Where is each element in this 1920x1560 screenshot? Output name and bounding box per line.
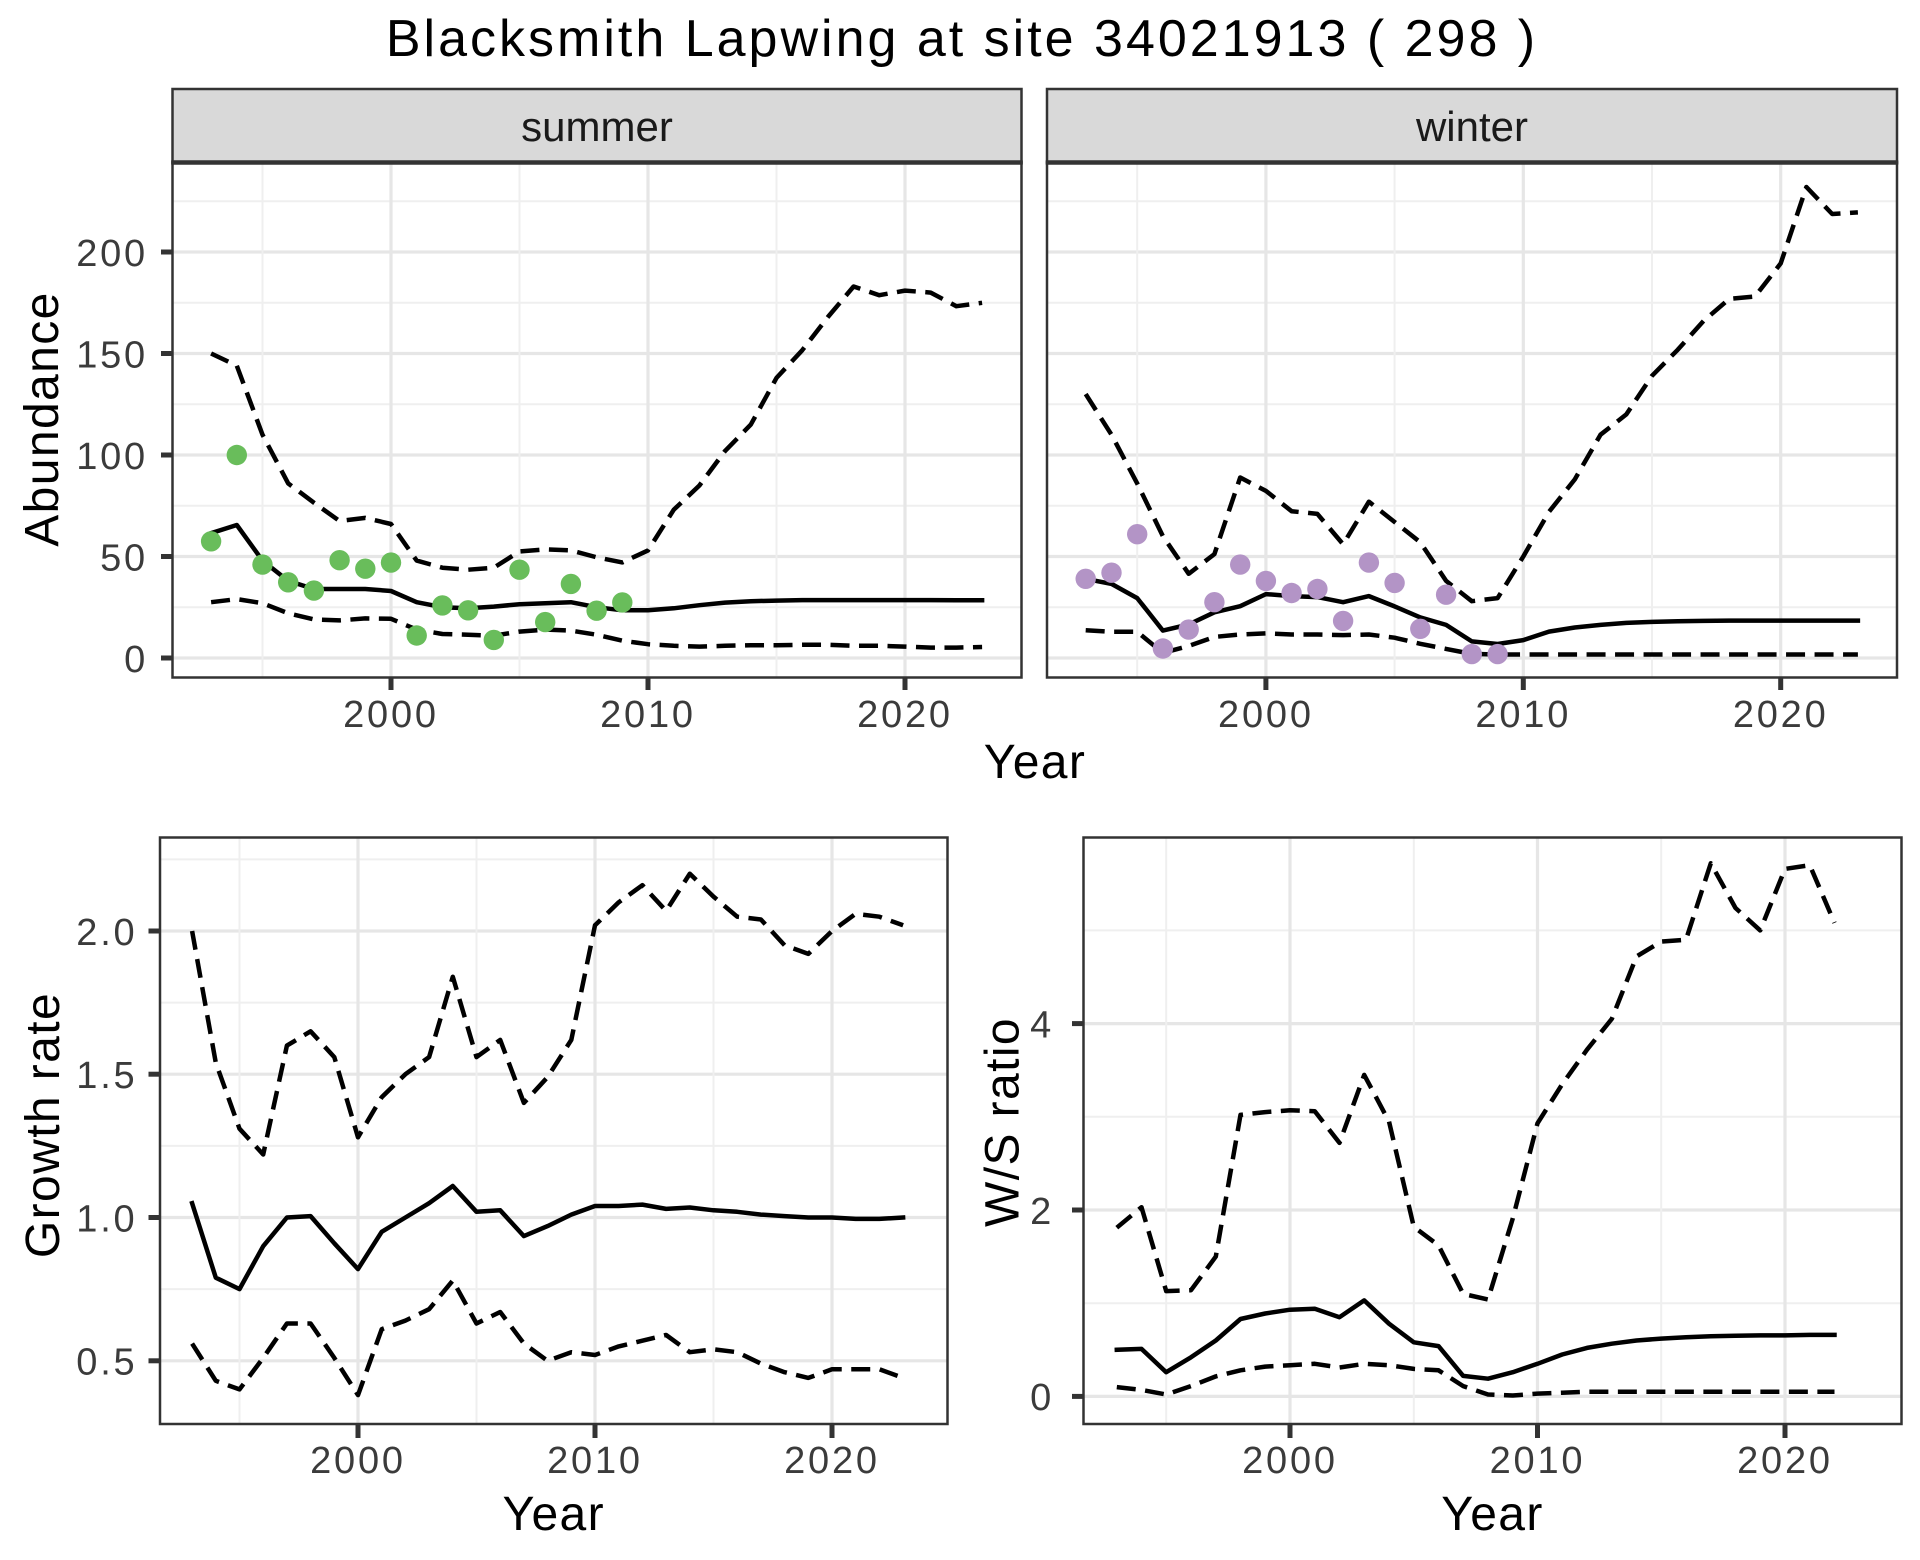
svg-text:2000: 2000 [310, 1440, 406, 1482]
svg-text:4: 4 [1030, 1004, 1054, 1046]
svg-text:0: 0 [1030, 1377, 1054, 1419]
svg-text:2020: 2020 [1733, 694, 1829, 736]
svg-text:Year: Year [984, 736, 1087, 789]
svg-text:Abundance: Abundance [16, 291, 69, 546]
svg-text:2020: 2020 [857, 694, 953, 736]
svg-text:Year: Year [1441, 1488, 1544, 1541]
svg-text:1.5: 1.5 [76, 1055, 137, 1097]
svg-text:winter: winter [1415, 103, 1528, 150]
svg-text:2010: 2010 [600, 694, 696, 736]
svg-text:2000: 2000 [343, 694, 439, 736]
svg-text:2010: 2010 [1475, 694, 1571, 736]
svg-text:Year: Year [502, 1488, 605, 1541]
svg-text:summer: summer [521, 103, 673, 150]
svg-text:2020: 2020 [1737, 1440, 1833, 1482]
svg-text:1.0: 1.0 [76, 1198, 137, 1240]
svg-text:Growth rate: Growth rate [17, 992, 70, 1258]
svg-text:0: 0 [124, 639, 148, 681]
svg-text:150: 150 [76, 334, 148, 376]
svg-text:W/S ratio: W/S ratio [977, 1017, 1030, 1227]
svg-text:100: 100 [76, 436, 148, 478]
svg-text:2: 2 [1030, 1191, 1054, 1233]
svg-text:2020: 2020 [784, 1440, 880, 1482]
svg-text:2000: 2000 [1242, 1440, 1338, 1482]
svg-text:2000: 2000 [1218, 694, 1314, 736]
svg-text:0.5: 0.5 [76, 1342, 137, 1384]
svg-text:Blacksmith Lapwing at site 340: Blacksmith Lapwing at site 34021913 ( 29… [386, 10, 1538, 68]
svg-text:200: 200 [76, 233, 148, 275]
svg-text:2010: 2010 [547, 1440, 643, 1482]
svg-text:2.0: 2.0 [76, 912, 137, 954]
svg-text:50: 50 [100, 537, 148, 579]
svg-text:2010: 2010 [1490, 1440, 1586, 1482]
